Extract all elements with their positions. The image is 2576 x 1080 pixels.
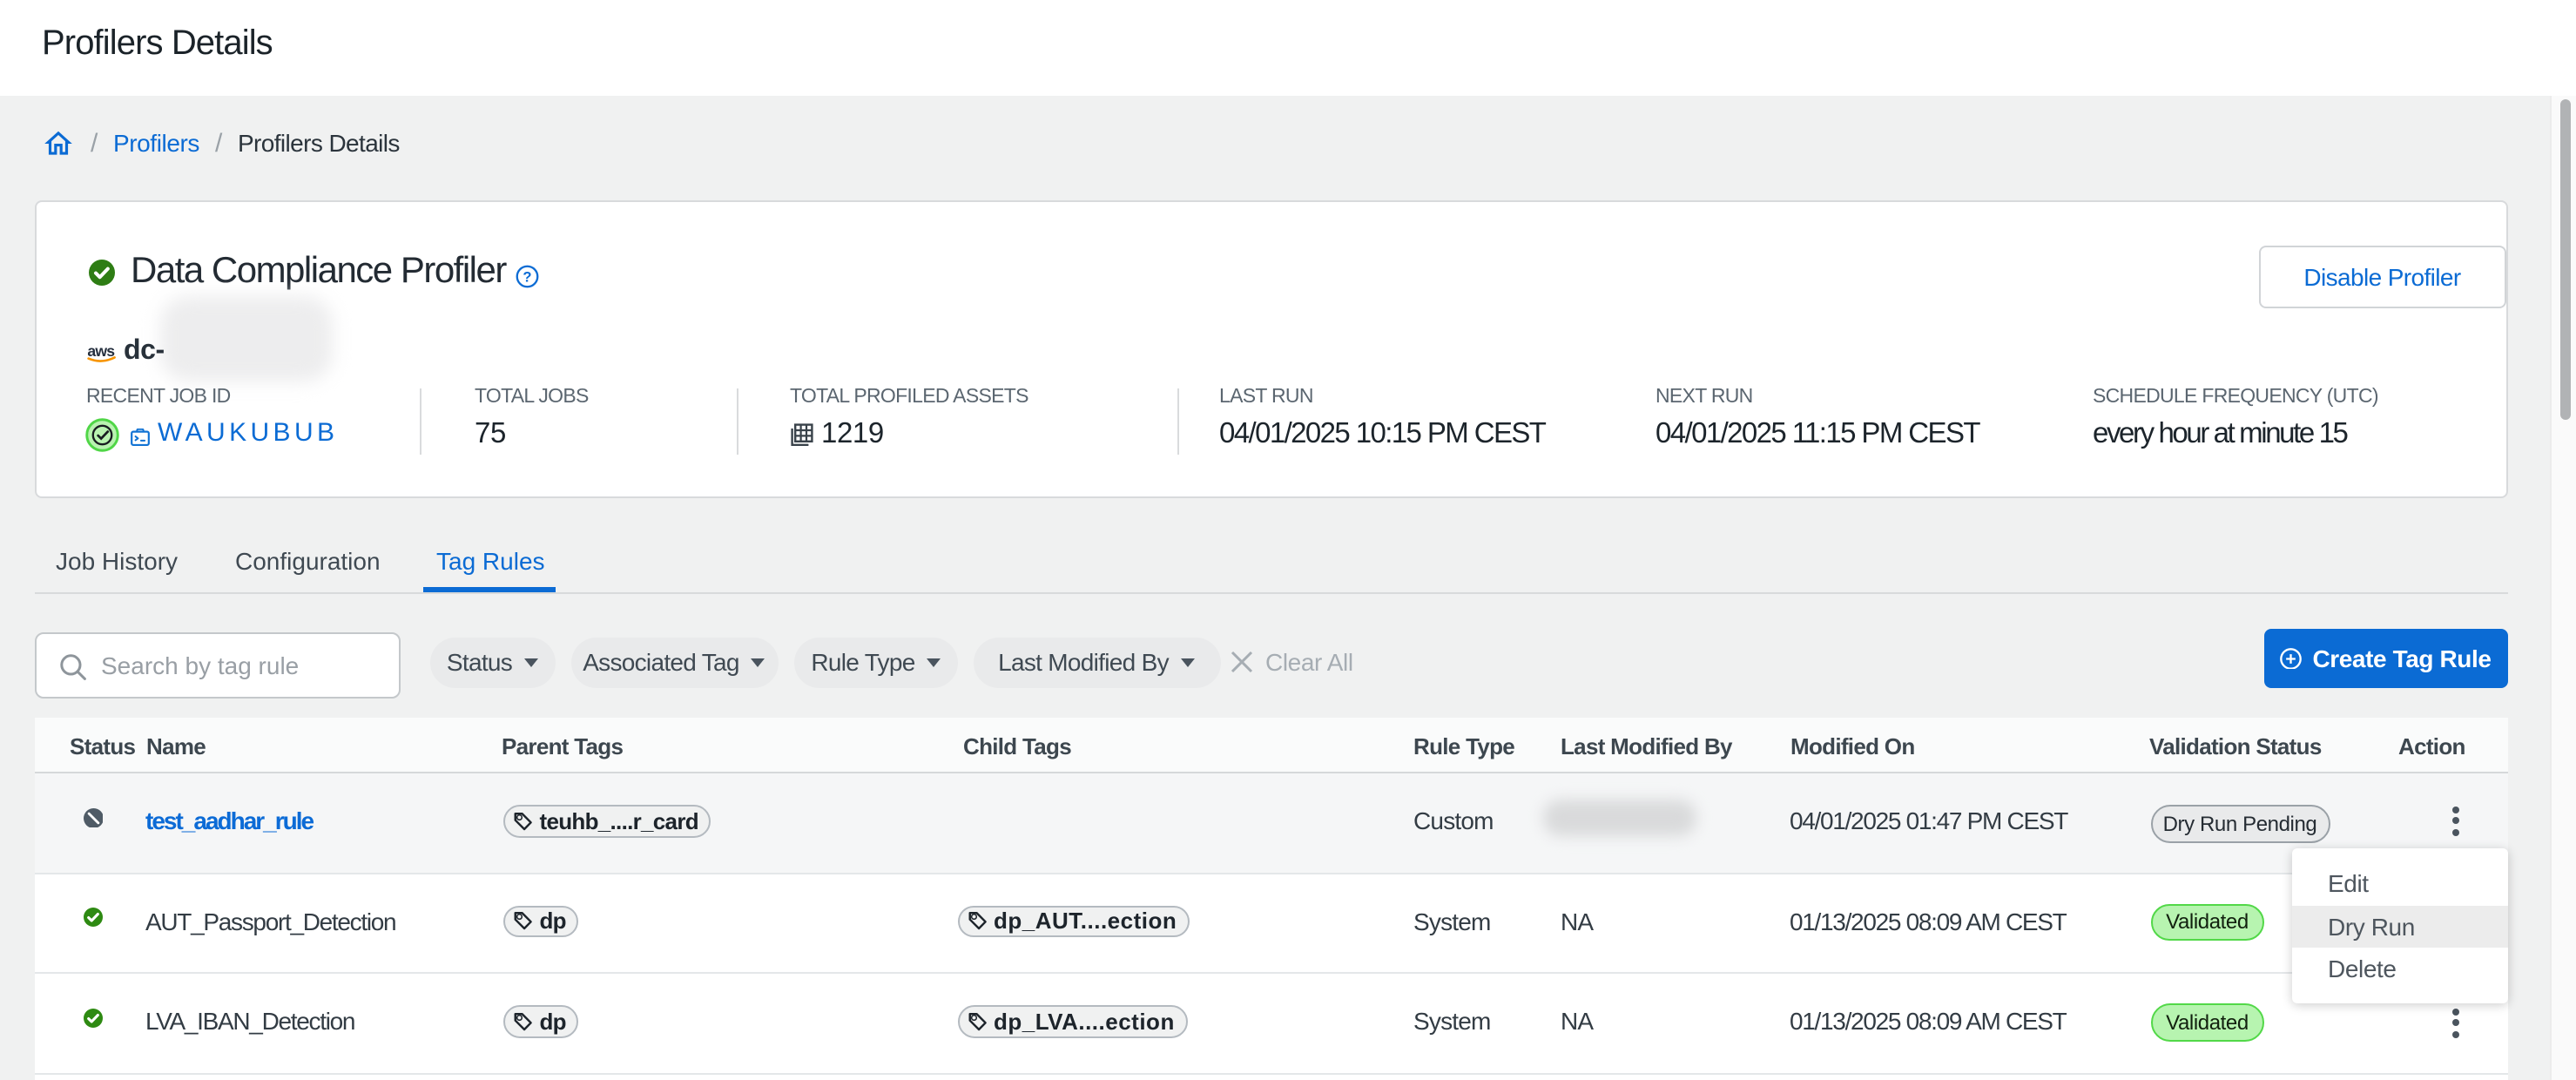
- svg-text:aws: aws: [86, 343, 114, 360]
- svg-text:?: ?: [523, 268, 531, 285]
